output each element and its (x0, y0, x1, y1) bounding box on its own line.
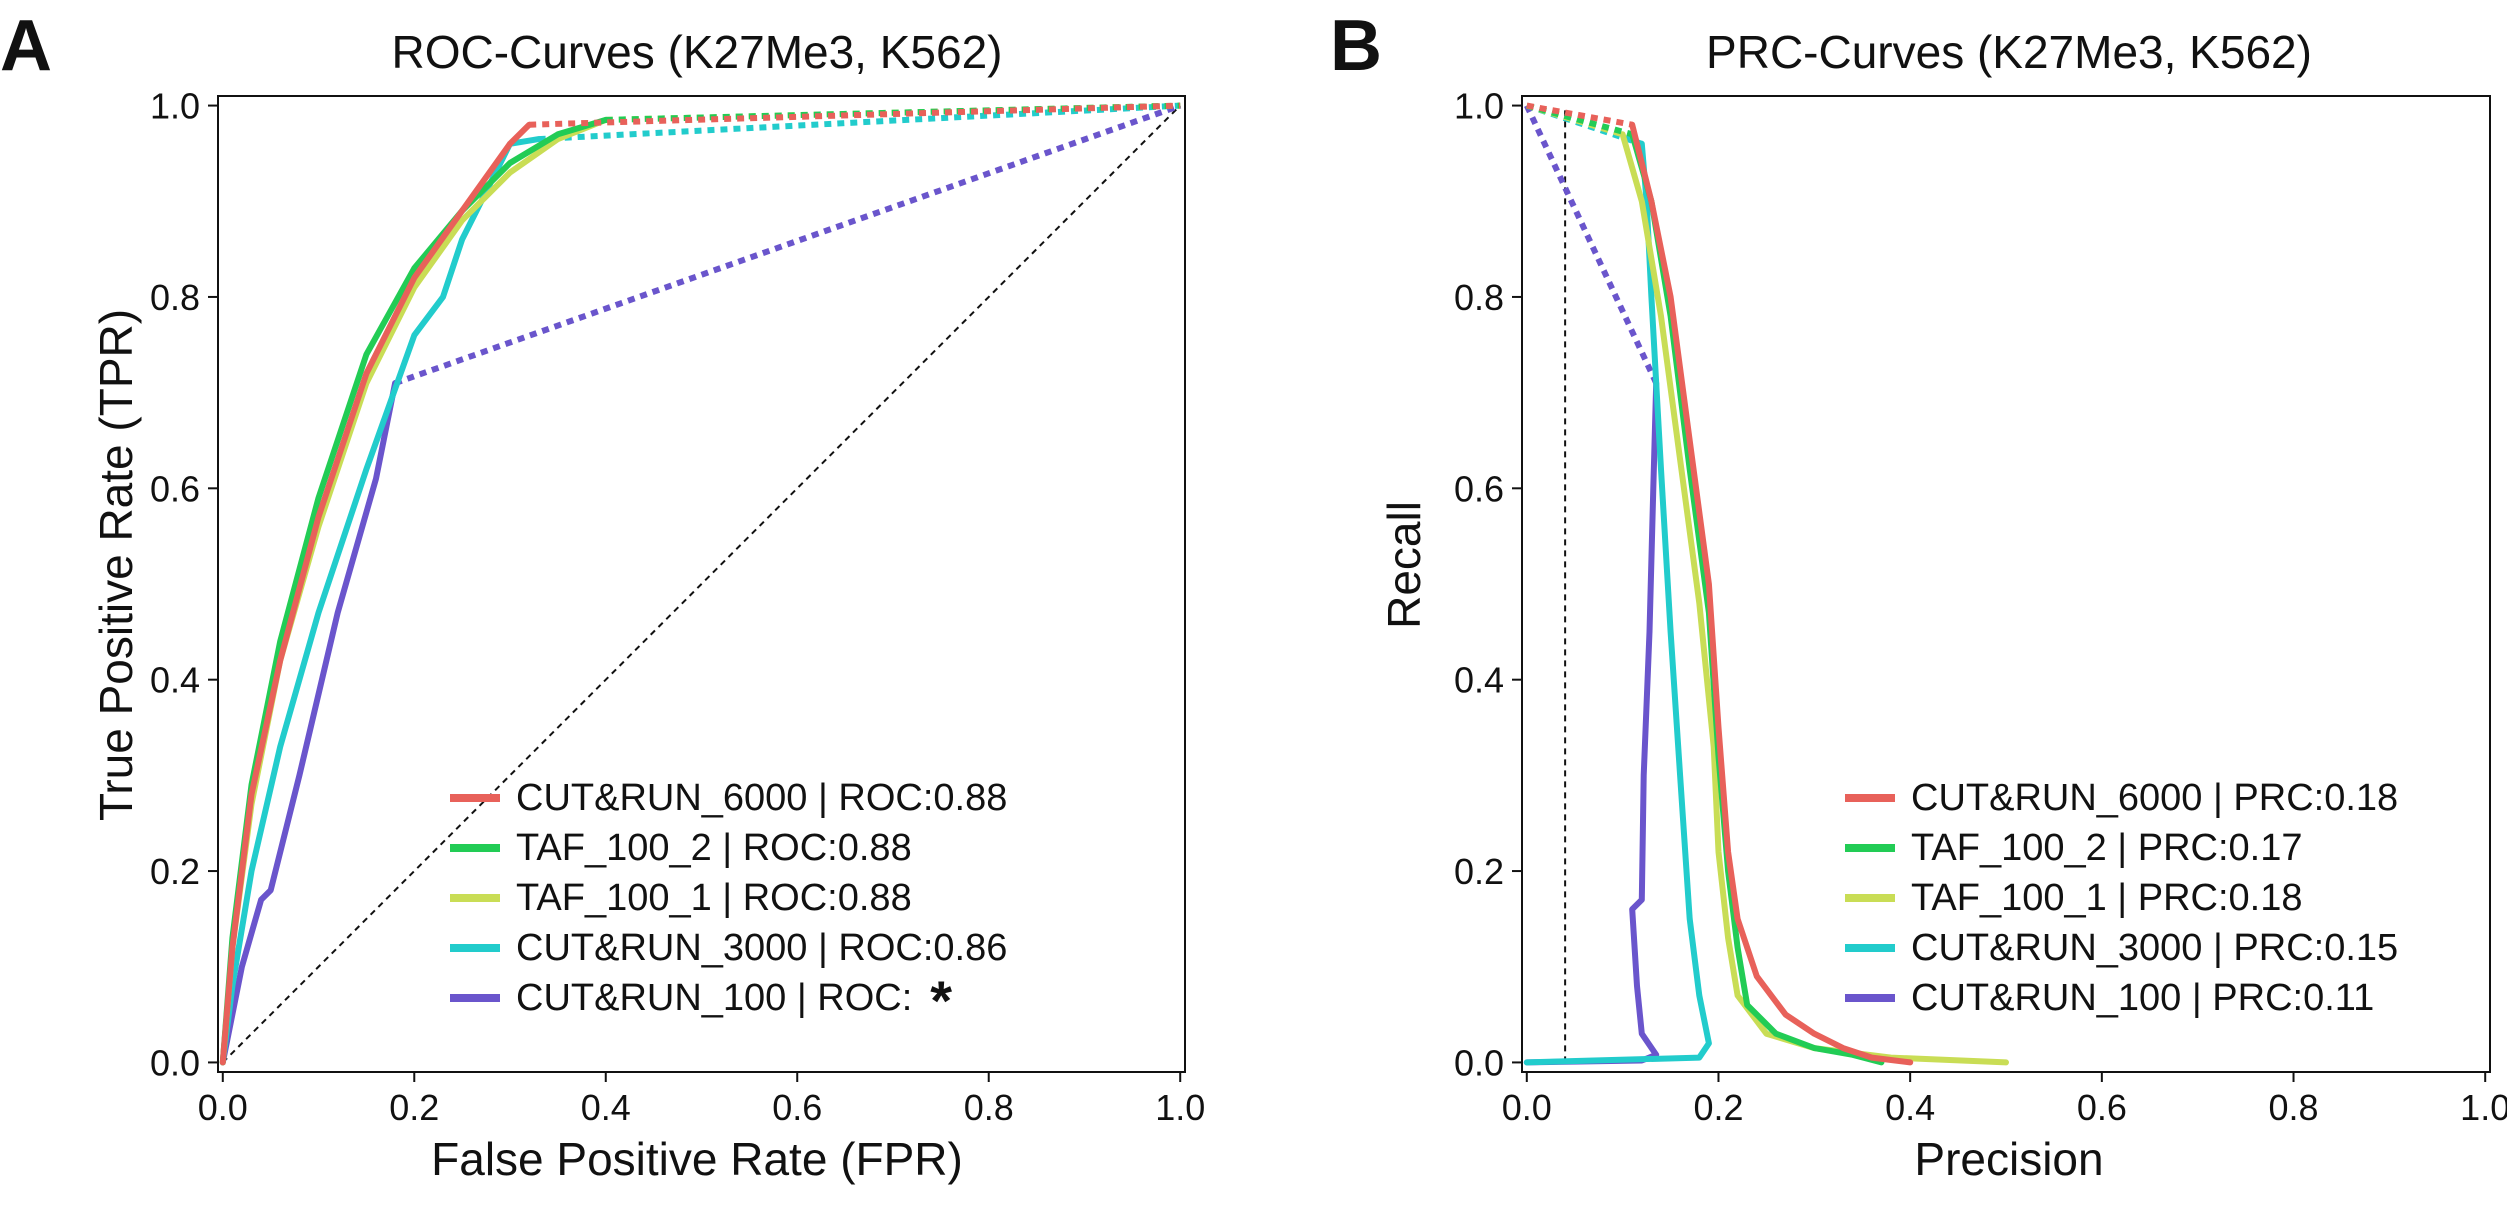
prc-legend-label-cut-run-100: CUT&RUN_100 | PRC:0.11 (1911, 977, 2374, 1019)
roc-legend-label-cut-run-3000: CUT&RUN_3000 | ROC:0.86 (516, 927, 1007, 969)
prc-x-tick-label: 0.4 (1885, 1087, 1935, 1128)
roc-y-tick-label: 0.4 (150, 660, 200, 701)
prc-plot-area: 0.0 0.2 0.4 0.6 0.8 1.0 0.0 0.2 0.4 0.6 0.8 1.0 CUT&… (1454, 86, 2507, 1128)
prc-y-tick-label: 0.6 (1454, 468, 1504, 509)
prc-series-taf-100-1 (1619, 131, 2009, 1066)
roc-series-taf-100-2 (219, 116, 609, 1066)
prc-y-tick-label: 1.0 (1454, 86, 1504, 127)
prc-y-tick-label: 0.0 (1454, 1042, 1504, 1083)
prc-series-cut-run-100 (1523, 380, 1660, 1066)
roc-plot-area: 0.0 0.2 0.4 0.6 0.8 1.0 0.0 0.2 0.4 0.6 0.8 1.0 CUT&… (150, 86, 1205, 1128)
roc-y-tick-label: 1.0 (150, 86, 200, 127)
roc-legend: CUT&RUN_6000 | ROC:0.88 TAF_100_2 | ROC:0… (450, 777, 1007, 1032)
panel-letter-a: A (0, 6, 52, 86)
roc-x-tick-label: 0.4 (581, 1087, 631, 1128)
roc-x-tick-label: 0.6 (772, 1087, 822, 1128)
prc-series-cut-run-6000 (1629, 121, 1914, 1066)
roc-legend-label-cut-run-100: CUT&RUN_100 | ROC: * (516, 969, 952, 1032)
prc-axes-frame (1521, 95, 2491, 1073)
roc-y-tick-label: 0.8 (150, 277, 200, 318)
roc-x-axis-label: False Positive Rate (FPR) (431, 1133, 963, 1185)
prc-series-cut-run-6000-dashed (1526, 102, 1633, 128)
prc-series-cut-run-3000 (1523, 140, 1712, 1066)
roc-x-tick-label: 0.2 (389, 1087, 439, 1128)
prc-y-tick-label: 0.8 (1454, 277, 1504, 318)
roc-y-tick-label: 0.6 (150, 468, 200, 509)
roc-series-cut-run-6000 (219, 121, 533, 1066)
prc-legend-label-taf-100-2: TAF_100_2 | PRC:0.17 (1911, 827, 2303, 869)
prc-legend-label-taf-100-1: TAF_100_1 | PRC:0.18 (1911, 877, 2303, 919)
prc-x-tick-label: 0.2 (1693, 1087, 1743, 1128)
roc-legend-label-taf-100-2: TAF_100_2 | ROC:0.88 (516, 827, 912, 869)
prc-title: PRC-Curves (K27Me3, K562) (1706, 26, 2312, 78)
prc-x-tick-label: 0.8 (2269, 1087, 2319, 1128)
roc-series-cut-run-6000-dashed (529, 102, 1181, 128)
roc-panel: A ROC-Curves (K27Me3, K562) False Positi… (0, 6, 1205, 1185)
roc-x-tick-label: 0.0 (198, 1087, 248, 1128)
roc-x-tick-label: 0.8 (964, 1087, 1014, 1128)
prc-y-tick-label: 0.4 (1454, 660, 1504, 701)
roc-axes-frame (217, 95, 1186, 1073)
roc-title: ROC-Curves (K27Me3, K562) (392, 26, 1003, 78)
roc-legend-label-cut-run-6000: CUT&RUN_6000 | ROC:0.88 (516, 777, 1007, 819)
prc-panel: B PRC-Curves (K27Me3, K562) Precision Re… (1330, 6, 2507, 1185)
prc-legend-label-cut-run-6000: CUT&RUN_6000 | PRC:0.18 (1911, 777, 2398, 819)
panel-letter-b: B (1330, 6, 1382, 86)
prc-x-tick-label: 1.0 (2460, 1087, 2507, 1128)
prc-x-tick-label: 0.0 (1502, 1087, 1552, 1128)
roc-series-cut-run-100 (219, 380, 399, 1066)
roc-series-cut-run-3000 (219, 136, 542, 1066)
prc-x-tick-label: 0.6 (2077, 1087, 2127, 1128)
roc-y-tick-label: 0.0 (150, 1042, 200, 1083)
roc-y-tick-label: 0.2 (150, 851, 200, 892)
prc-legend: CUT&RUN_6000 | PRC:0.18 TAF_100_2 | PRC:0… (1845, 777, 2398, 1019)
prc-y-axis-label: Recall (1378, 501, 1430, 629)
roc-series-cut-run-3000-dashed (538, 102, 1181, 143)
roc-series-cut-run-100-dashed (394, 102, 1182, 386)
roc-legend-label-taf-100-1: TAF_100_1 | ROC:0.88 (516, 877, 912, 919)
prc-legend-label-cut-run-3000: CUT&RUN_3000 | PRC:0.15 (1911, 927, 2398, 969)
roc-series-taf-100-1 (219, 116, 609, 1066)
roc-x-tick-label: 1.0 (1155, 1087, 1205, 1128)
prc-y-tick-label: 0.2 (1454, 851, 1504, 892)
roc-legend-star-marker: * (930, 969, 952, 1032)
prc-x-axis-label: Precision (1914, 1133, 2103, 1185)
roc-y-axis-label: True Positive Rate (TPR) (90, 309, 142, 821)
roc-reference-line (222, 104, 1181, 1064)
